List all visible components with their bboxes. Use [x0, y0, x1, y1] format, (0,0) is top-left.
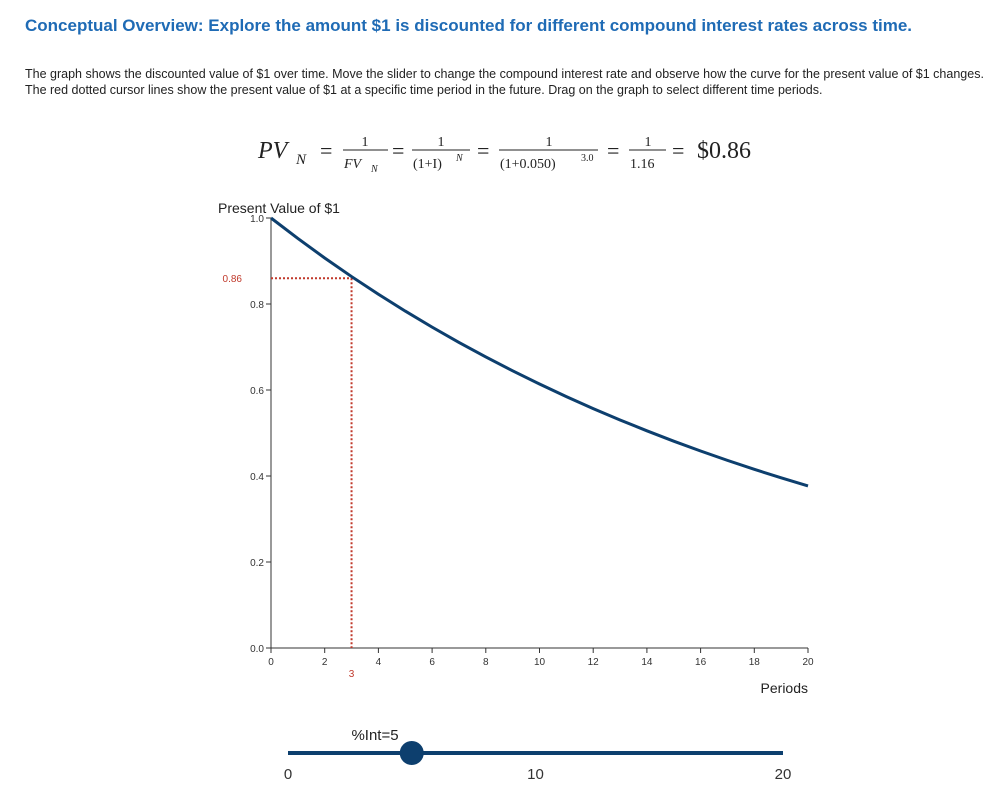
formula-text: = — [392, 138, 404, 163]
cursor-x-label: 3 — [349, 669, 355, 680]
x-axis-label: Periods — [761, 680, 808, 696]
page-title: Conceptual Overview: Explore the amount … — [25, 16, 913, 35]
y-tick-label: 0.8 — [250, 300, 264, 311]
description: The graph shows the discounted value of … — [25, 67, 984, 97]
x-tick-label: 8 — [483, 657, 489, 668]
chart-title: Present Value of $1 — [218, 200, 340, 216]
formula-text: 1.16 — [630, 157, 655, 172]
pv-curve — [270, 216, 809, 488]
x-tick-label: 16 — [695, 657, 707, 668]
y-tick-label: 0.4 — [250, 472, 264, 483]
formula-result: $0.86 — [697, 138, 751, 164]
formula-text: 1 — [438, 135, 445, 150]
y-tick-label: 0.6 — [250, 386, 264, 397]
formula-text: N — [295, 152, 307, 168]
formula-text: FV — [343, 157, 363, 172]
formula-text: N — [370, 164, 379, 175]
formula-text: PV — [257, 138, 290, 164]
x-tick-label: 6 — [429, 657, 435, 668]
formula-text: = — [607, 138, 619, 163]
formula-text: = — [672, 138, 684, 163]
x-tick-label: 18 — [749, 657, 761, 668]
x-tick-label: 2 — [322, 657, 328, 668]
formula-text: N — [455, 153, 464, 164]
x-tick-label: 12 — [588, 657, 600, 668]
formula-text: 1 — [362, 135, 369, 150]
formula-text: (1+0.050) — [500, 157, 556, 172]
x-tick-label: 10 — [534, 657, 546, 668]
x-tick-label: 4 — [376, 657, 382, 668]
x-tick-label: 14 — [641, 657, 653, 668]
slider-tick-label: 20 — [775, 766, 792, 783]
formula: PV N = 1 FV N = 1 (1+I) N = 1 (1+0.050) … — [257, 135, 751, 175]
y-tick-label: 1.0 — [250, 214, 264, 225]
y-tick-label: 0.2 — [250, 558, 264, 569]
cursor-y-label: 0.86 — [223, 274, 243, 285]
y-tick-label: 0.0 — [250, 644, 264, 655]
formula-text: 1 — [645, 135, 652, 150]
formula-text: = — [320, 138, 332, 163]
x-tick-label: 0 — [268, 657, 274, 668]
slider-tick-label: 10 — [527, 766, 544, 783]
x-tick-label: 20 — [802, 657, 814, 668]
formula-text: 3.0 — [581, 153, 594, 164]
formula-text: = — [477, 138, 489, 163]
slider-tick-label: 0 — [284, 766, 292, 783]
slider-label: %Int=5 — [351, 727, 398, 744]
formula-text: 1 — [546, 135, 553, 150]
formula-text: (1+I) — [413, 157, 442, 172]
slider-knob[interactable] — [399, 741, 424, 765]
